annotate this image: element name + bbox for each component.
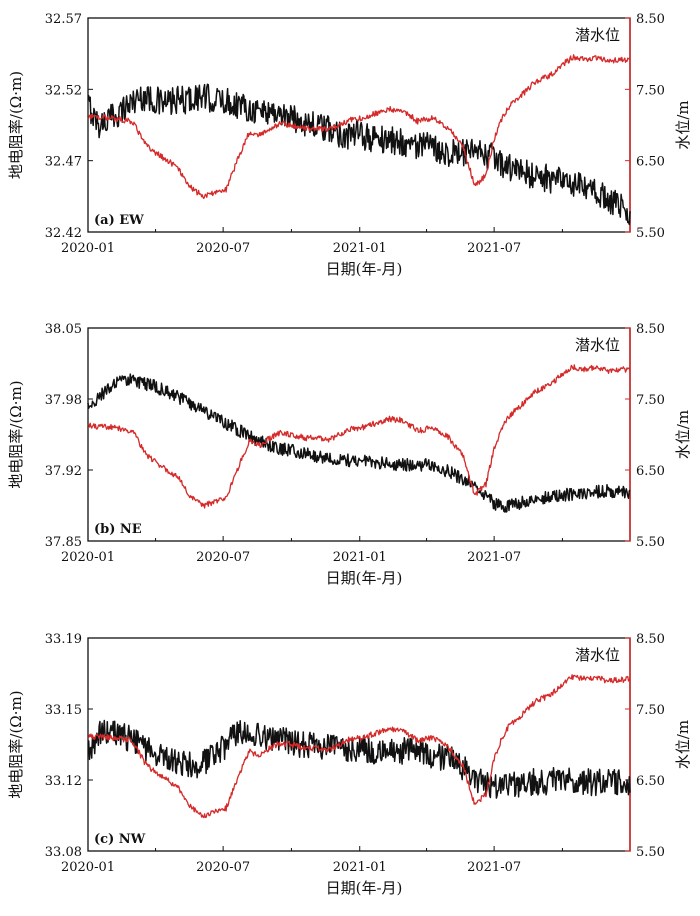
y2-tick-label: 8.50 xyxy=(636,632,665,647)
legend-water-level: 潜水位 xyxy=(575,336,620,354)
x-tick-label: 2021-01 xyxy=(333,860,387,875)
y2-tick-label: 7.50 xyxy=(636,393,665,408)
legend-water-level: 潜水位 xyxy=(575,646,620,664)
y2-tick-label: 7.50 xyxy=(636,703,665,718)
x-tick-label: 2020-07 xyxy=(196,860,250,875)
y-tick-label: 37.98 xyxy=(45,393,82,408)
x-tick-label: 2021-01 xyxy=(333,241,387,256)
resistivity-series-line xyxy=(87,719,631,799)
panel-label: (b) NE xyxy=(94,522,142,537)
y2-tick-label: 8.50 xyxy=(636,12,665,27)
y-tick-label: 33.12 xyxy=(45,774,82,789)
y-tick-label: 32.52 xyxy=(45,83,82,98)
y2-tick-label: 6.50 xyxy=(636,464,665,479)
water-level-series-line xyxy=(87,54,631,200)
y-axis-title: 地电阻率/(Ω·m) xyxy=(7,71,25,179)
y2-tick-label: 5.50 xyxy=(636,226,665,241)
plot-frame xyxy=(87,17,631,233)
y-axis-title: 地电阻率/(Ω·m) xyxy=(7,690,25,798)
y-tick-label: 33.08 xyxy=(45,845,82,860)
y-tick-label: 33.19 xyxy=(45,632,82,647)
x-tick-label: 2020-01 xyxy=(61,860,115,875)
x-tick-label: 2020-07 xyxy=(196,550,250,565)
water-level-series-line xyxy=(87,674,631,819)
x-tick-label: 2021-07 xyxy=(467,550,521,565)
chart-panel-2: 37.85 37.92 37.98 38.05 5.50 6.50 7.50 8.50 2020… xyxy=(7,322,692,587)
chart-panel-1: 32.42 32.47 32.52 32.57 5.50 6.50 7.50 8.50 2020… xyxy=(7,12,692,278)
water-level-series-line xyxy=(87,364,631,509)
y2-tick-label: 6.50 xyxy=(636,774,665,789)
resistivity-series-line xyxy=(87,373,631,513)
x-tick-label: 2021-07 xyxy=(467,860,521,875)
y2-tick-label: 7.50 xyxy=(636,83,665,98)
y2-tick-label: 5.50 xyxy=(636,845,665,860)
y-tick-label: 37.92 xyxy=(45,464,82,479)
y-tick-label: 33.15 xyxy=(45,703,82,718)
x-axis-title: 日期(年-月) xyxy=(326,879,403,897)
panel-label: (a) EW xyxy=(94,213,144,228)
x-axis-title: 日期(年-月) xyxy=(326,260,403,278)
x-tick-label: 2021-07 xyxy=(467,241,521,256)
x-tick-label: 2020-07 xyxy=(196,241,250,256)
y-axis-title: 地电阻率/(Ω·m) xyxy=(7,380,25,488)
plot-frame xyxy=(87,327,631,542)
y2-tick-label: 5.50 xyxy=(636,535,665,550)
y2-axis-title: 水位/m xyxy=(674,100,692,149)
panel-label: (c) NW xyxy=(94,832,146,847)
chart-panel-3: 33.08 33.12 33.15 33.19 5.50 6.50 7.50 8.50 2020… xyxy=(7,632,692,897)
legend-water-level: 潜水位 xyxy=(575,26,620,44)
y-tick-label: 32.47 xyxy=(45,155,82,170)
resistivity-series-line xyxy=(87,83,631,226)
x-tick-label: 2020-01 xyxy=(61,241,115,256)
y2-tick-label: 6.50 xyxy=(636,155,665,170)
y-tick-label: 32.57 xyxy=(45,12,82,27)
y2-axis-title: 水位/m xyxy=(674,720,692,769)
y-tick-label: 38.05 xyxy=(45,322,82,337)
y-tick-label: 32.42 xyxy=(45,226,82,241)
y2-axis-title: 水位/m xyxy=(674,410,692,459)
x-axis-title: 日期(年-月) xyxy=(326,569,403,587)
y-tick-label: 37.85 xyxy=(45,535,82,550)
y2-tick-label: 8.50 xyxy=(636,322,665,337)
x-tick-label: 2021-01 xyxy=(333,550,387,565)
x-tick-label: 2020-01 xyxy=(61,550,115,565)
